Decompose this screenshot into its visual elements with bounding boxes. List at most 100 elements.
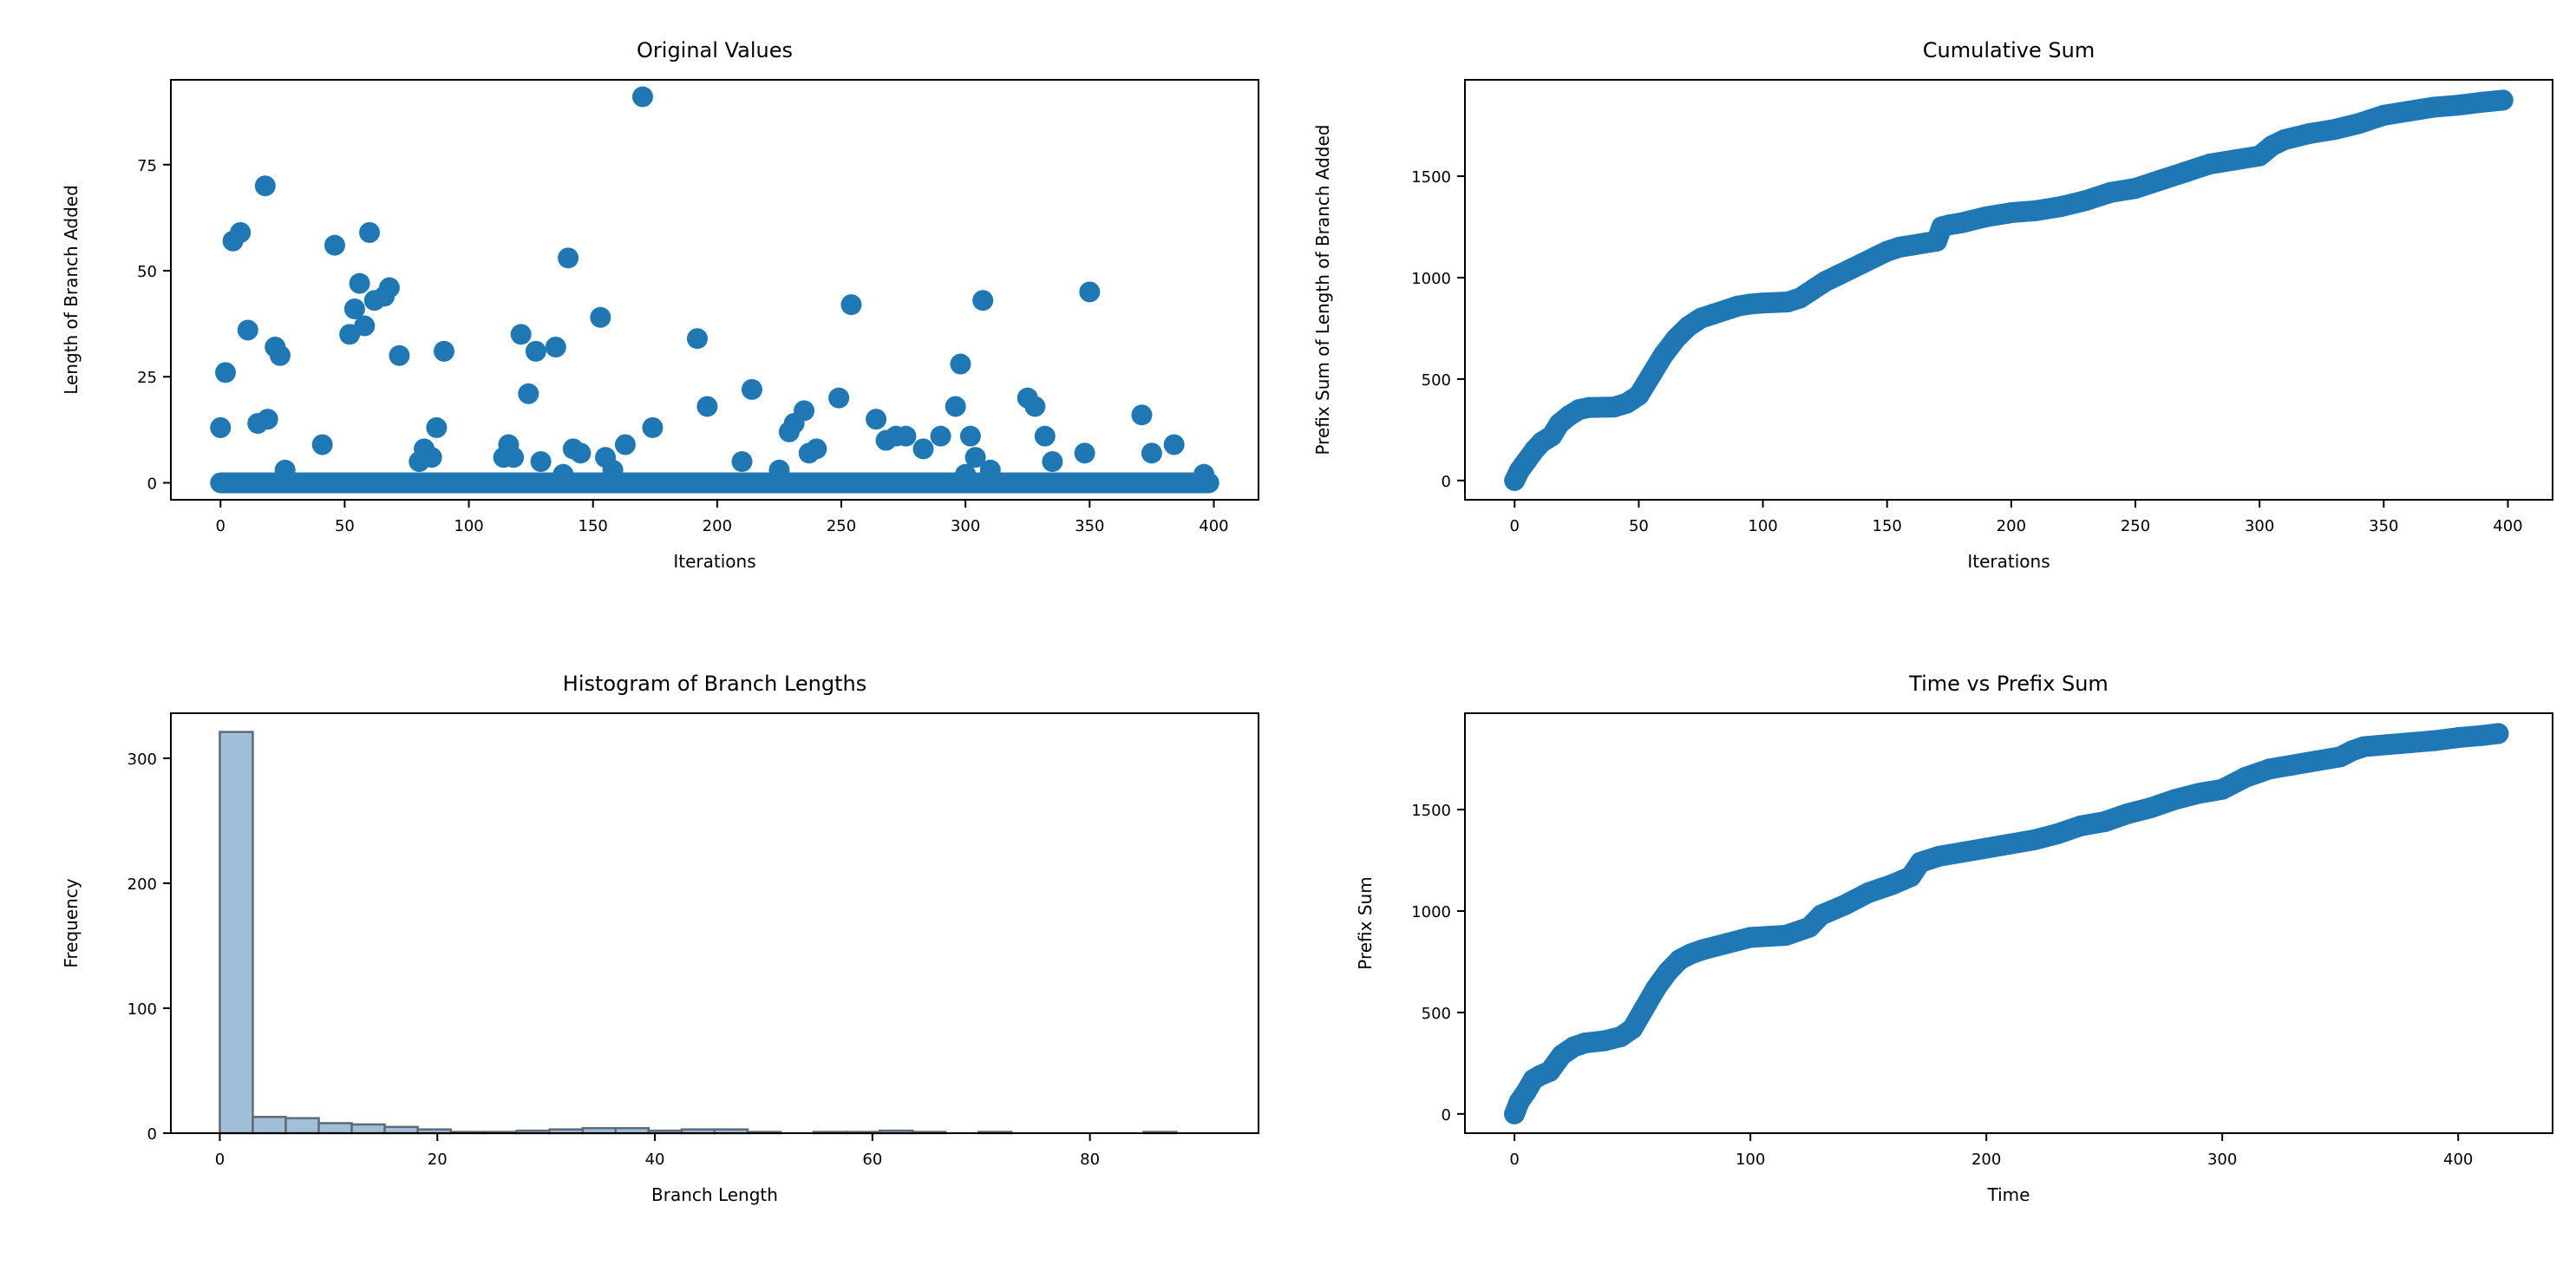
scatter-point bbox=[1810, 904, 1832, 926]
x-tick-label: 300 bbox=[951, 517, 980, 535]
x-tick-label: 250 bbox=[2121, 517, 2150, 535]
y-tick-label: 100 bbox=[127, 1000, 157, 1019]
x-tick-label: 250 bbox=[827, 517, 856, 535]
dense-points-band bbox=[1504, 89, 2514, 491]
x-tick-label: 150 bbox=[579, 517, 608, 535]
scatter-point bbox=[950, 353, 971, 375]
scatter-point bbox=[2273, 128, 2295, 150]
data-marks bbox=[219, 731, 1178, 1135]
chart-title: Original Values bbox=[637, 38, 793, 62]
x-tick-label: 150 bbox=[1873, 517, 1902, 535]
scatter-point bbox=[210, 416, 232, 438]
scatter-point bbox=[631, 86, 653, 108]
scatter-point bbox=[2224, 149, 2246, 171]
scatter-point bbox=[2117, 803, 2139, 824]
scatter-point bbox=[2400, 731, 2422, 753]
scatter-point bbox=[274, 459, 296, 481]
y-tick-label: 500 bbox=[1422, 1005, 1451, 1023]
scatter-point bbox=[2100, 181, 2122, 203]
scatter-point bbox=[2069, 815, 2091, 836]
scatter-point bbox=[2199, 154, 2220, 175]
panel-cumulative-sum: Cumulative Sum 0 50 100 150 200 250 300 350 4000… bbox=[1312, 38, 2553, 572]
x-tick-label: 0 bbox=[215, 1151, 225, 1169]
histogram-bar bbox=[219, 731, 254, 1135]
y-axis-label: Frequency bbox=[61, 878, 82, 967]
scatter-point bbox=[955, 463, 977, 485]
x-tick-label: 300 bbox=[2245, 517, 2274, 535]
x-axis-label: Iterations bbox=[1967, 551, 2050, 572]
scatter-point bbox=[1951, 212, 1972, 233]
scatter-point bbox=[2212, 778, 2233, 800]
scatter-point bbox=[2000, 202, 2022, 224]
x-tick-label: 350 bbox=[1075, 517, 1104, 535]
scatter-point bbox=[806, 438, 827, 460]
scatter-point bbox=[1141, 443, 1162, 464]
scatter-point bbox=[349, 272, 370, 294]
y-tick-label: 0 bbox=[1442, 1106, 1451, 1124]
scatter-point bbox=[510, 324, 532, 345]
x-tick-label: 0 bbox=[216, 517, 226, 535]
y-tick-label: 300 bbox=[127, 751, 157, 769]
scatter-point bbox=[1640, 364, 1662, 386]
y-tick-label: 0 bbox=[147, 475, 157, 493]
scatter-point bbox=[1692, 939, 1714, 961]
chart-title: Cumulative Sum bbox=[1923, 38, 2095, 62]
panel-original-values: Original Values 0 50 100 150 200 250 300 350 400… bbox=[61, 38, 1259, 572]
scatter-point bbox=[1539, 1060, 1560, 1082]
chart-title: Time vs Prefix Sum bbox=[1908, 672, 2109, 696]
scatter-point bbox=[237, 319, 258, 341]
scatter-point bbox=[269, 344, 291, 366]
axes-frame bbox=[170, 712, 1259, 1134]
x-axis-ticks: 0 100 200 300 400 bbox=[1509, 1133, 2473, 1169]
scatter-point bbox=[1775, 925, 1796, 947]
y-axis-ticks: 0 500 1000 1500 bbox=[1411, 168, 1465, 491]
axes-frame bbox=[1464, 79, 2553, 501]
scatter-point bbox=[731, 451, 753, 472]
scatter-point bbox=[1622, 1018, 1644, 1039]
scatter-point bbox=[1858, 882, 1880, 903]
scatter-point bbox=[895, 425, 917, 447]
x-axis-ticks: 0 50 100 150 200 250 300 350 400 bbox=[1510, 500, 2523, 535]
scatter-point bbox=[1881, 874, 1903, 895]
x-tick-label: 40 bbox=[645, 1151, 665, 1169]
x-tick-label: 80 bbox=[1080, 1151, 1100, 1169]
y-tick-label: 25 bbox=[137, 369, 157, 387]
x-tick-label: 0 bbox=[1509, 1151, 1519, 1169]
scatter-point bbox=[2324, 119, 2345, 141]
scatter-point bbox=[696, 396, 718, 417]
scatter-point bbox=[421, 447, 442, 469]
y-tick-label: 1000 bbox=[1411, 903, 1451, 921]
scatter-point bbox=[1653, 344, 1675, 365]
scatter-point bbox=[343, 298, 365, 319]
scatter-point bbox=[2164, 789, 2186, 810]
scatter-point bbox=[866, 409, 887, 430]
scatter-point bbox=[1976, 206, 1997, 227]
scatter-point bbox=[912, 438, 934, 460]
scatter-point bbox=[570, 443, 592, 464]
scatter-point bbox=[254, 175, 276, 197]
y-axis-label: Prefix Sum bbox=[1355, 876, 1376, 969]
scatter-point bbox=[1976, 837, 1997, 859]
x-tick-label: 100 bbox=[1748, 517, 1777, 535]
scatter-point bbox=[359, 222, 381, 243]
axes-frame bbox=[170, 79, 1259, 501]
scatter-point bbox=[2298, 122, 2320, 144]
y-axis-ticks: 0 25 50 75 bbox=[137, 157, 171, 493]
scatter-point bbox=[214, 362, 236, 384]
y-axis-ticks: 0 100 200 300 bbox=[127, 751, 171, 1144]
scatter-point bbox=[972, 290, 994, 311]
scatter-point bbox=[2050, 196, 2072, 218]
x-tick-label: 350 bbox=[2369, 517, 2398, 535]
x-axis-label: Branch Length bbox=[651, 1184, 778, 1205]
y-axis-ticks: 0 500 1000 1500 bbox=[1411, 802, 1465, 1124]
y-tick-label: 75 bbox=[137, 157, 157, 175]
scatter-point bbox=[614, 434, 636, 456]
x-tick-label: 50 bbox=[1629, 517, 1649, 535]
y-tick-label: 1000 bbox=[1411, 270, 1451, 288]
y-axis-label: Length of Branch Added bbox=[61, 185, 82, 395]
scatter-point bbox=[2448, 95, 2469, 116]
scatter-point bbox=[840, 294, 862, 316]
scatter-point bbox=[2348, 113, 2370, 134]
x-tick-label: 400 bbox=[2443, 1151, 2473, 1169]
scatter-point bbox=[1633, 998, 1655, 1020]
